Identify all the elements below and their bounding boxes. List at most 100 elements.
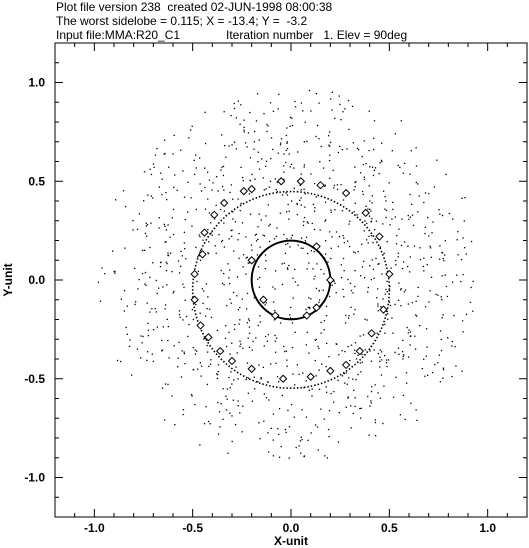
uv-point (377, 352, 379, 355)
uv-point (257, 151, 259, 153)
uv-point (375, 435, 377, 437)
uv-point (343, 237, 345, 239)
uv-point (409, 344, 411, 346)
uv-point (235, 366, 237, 368)
uv-point (237, 405, 239, 407)
uv-point (456, 239, 458, 241)
uv-point (278, 456, 281, 458)
uv-point (245, 378, 247, 381)
uv-point (210, 359, 212, 361)
uv-point (361, 266, 364, 268)
uv-point (158, 217, 161, 219)
uv-point (370, 402, 372, 404)
uv-point (303, 166, 305, 168)
uv-point (368, 215, 371, 217)
uv-point (258, 286, 261, 288)
uv-point (208, 365, 210, 367)
uv-point (363, 178, 366, 181)
uv-point (296, 202, 298, 205)
uv-point (311, 388, 313, 390)
uv-point (167, 254, 170, 257)
uv-point (300, 173, 302, 175)
uv-point (273, 309, 276, 312)
uv-point (401, 218, 403, 220)
uv-point (290, 163, 293, 165)
uv-point (236, 352, 238, 354)
uv-point (247, 318, 250, 320)
uv-point (180, 265, 182, 268)
uv-point (199, 362, 202, 364)
diamond-marker (379, 305, 388, 314)
uv-point (265, 302, 267, 304)
uv-point (316, 124, 319, 127)
uv-point (228, 331, 230, 333)
uv-point (430, 276, 433, 279)
uv-point (264, 335, 267, 338)
uv-point (368, 110, 370, 112)
uv-point (195, 167, 197, 169)
uv-point (161, 178, 163, 180)
uv-point (222, 418, 224, 420)
uv-point (376, 297, 378, 299)
uv-point (225, 325, 227, 327)
uv-point (227, 263, 229, 265)
uv-point (114, 272, 116, 274)
uv-point (384, 293, 386, 295)
uv-point (328, 282, 330, 284)
uv-point (172, 233, 175, 236)
uv-point (407, 303, 410, 305)
uv-point (145, 284, 147, 287)
uv-point (322, 167, 325, 169)
uv-point (412, 224, 415, 227)
uv-point (152, 360, 155, 363)
uv-point (372, 174, 375, 177)
uv-point (415, 181, 417, 184)
uv-point (252, 340, 254, 343)
uv-point (159, 265, 162, 268)
uv-point (112, 250, 114, 252)
uv-point (165, 191, 167, 194)
uv-point (247, 262, 249, 264)
uv-point (391, 218, 393, 220)
uv-point (234, 424, 237, 426)
uv-point (347, 317, 350, 319)
uv-point (364, 220, 366, 222)
uv-point (428, 192, 430, 195)
uv-point (308, 262, 310, 264)
uv-point (241, 222, 244, 224)
uv-point (373, 120, 376, 122)
uv-point (162, 326, 165, 328)
uv-point (254, 388, 256, 390)
uv-point (259, 276, 261, 279)
uv-point (258, 168, 261, 170)
uv-point (264, 267, 267, 270)
uv-point (238, 257, 240, 259)
x-tick-label: 0.0 (283, 521, 300, 535)
uv-point (218, 233, 220, 236)
uv-point (156, 292, 158, 295)
uv-point (402, 358, 404, 360)
uv-point (164, 152, 166, 155)
uv-point (325, 305, 328, 308)
uv-point (196, 280, 198, 283)
uv-point (229, 191, 231, 194)
uv-point (209, 308, 211, 310)
uv-point (334, 282, 336, 285)
x-tick-label: -0.5 (182, 521, 203, 535)
uv-point (183, 286, 185, 289)
uv-point (407, 214, 409, 217)
uv-point (280, 138, 283, 140)
diamond-marker (259, 295, 268, 304)
uv-point (237, 400, 239, 402)
diamond-marker (204, 333, 213, 342)
uv-point (381, 142, 383, 144)
uv-point (288, 457, 290, 459)
uv-point (439, 330, 442, 332)
uv-point (206, 351, 209, 353)
uv-point (196, 350, 198, 352)
uv-point (465, 253, 467, 255)
uv-point (440, 349, 443, 352)
uv-point (470, 240, 473, 243)
uv-point (231, 342, 233, 344)
